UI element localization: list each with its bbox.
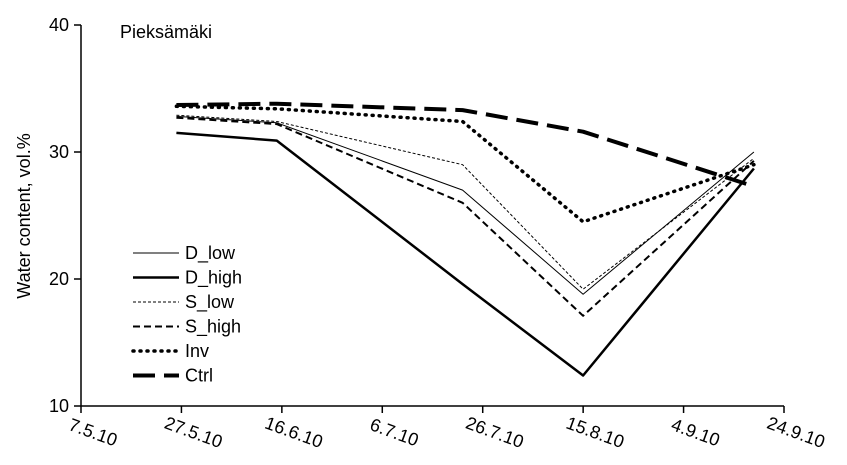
legend: D_low D_high S_low S_high Inv Ctrl — [131, 243, 242, 386]
legend-item: S_high — [133, 317, 241, 338]
legend-label: Inv — [185, 341, 209, 361]
y-ticks: 10 20 30 40 — [49, 15, 81, 416]
legend-item: D_low — [133, 243, 236, 264]
x-tick-label: 27.5.10 — [162, 413, 225, 452]
series-line-d-high — [176, 131, 755, 377]
x-tick-label: 7.5.10 — [66, 414, 120, 450]
legend-label: S_low — [185, 292, 235, 313]
legend-item: S_low — [133, 292, 235, 313]
x-tick-label: 16.6.10 — [262, 413, 325, 452]
y-tick-label: 20 — [49, 269, 69, 289]
plot-area: 10 20 30 40 7.5.10 27.5.10 16.6.10 6.7.10 26.7.… — [49, 15, 828, 452]
x-tick-label: 4.9.10 — [669, 414, 723, 450]
legend-label: S_high — [185, 317, 241, 338]
y-tick-label: 30 — [49, 142, 69, 162]
x-ticks: 7.5.10 27.5.10 16.6.10 6.7.10 26.7.10 15.8.10… — [66, 406, 828, 452]
series-line-s-low — [176, 114, 755, 290]
series-line-ctrl — [176, 101, 755, 189]
legend-label: Ctrl — [185, 366, 213, 386]
series-line-s-high — [176, 116, 755, 317]
x-tick-label: 24.9.10 — [764, 413, 827, 452]
legend-label: D_high — [185, 268, 242, 289]
y-axis-title: Water content, vol.% — [14, 133, 34, 298]
x-tick-label: 26.7.10 — [463, 413, 526, 452]
x-tick-label: 15.8.10 — [564, 413, 627, 452]
legend-item: Inv — [131, 341, 209, 361]
legend-item: D_high — [133, 268, 242, 289]
y-tick-label: 40 — [49, 15, 69, 35]
legend-item: Ctrl — [133, 366, 213, 386]
x-tick-label: 6.7.10 — [367, 414, 421, 450]
legend-label: D_low — [185, 243, 236, 264]
series-lines — [174, 101, 756, 377]
chart-title: Pieksämäki — [120, 22, 212, 42]
y-tick-label: 10 — [49, 396, 69, 416]
series-line-d-low — [176, 115, 755, 295]
series-line-inv — [174, 104, 756, 224]
